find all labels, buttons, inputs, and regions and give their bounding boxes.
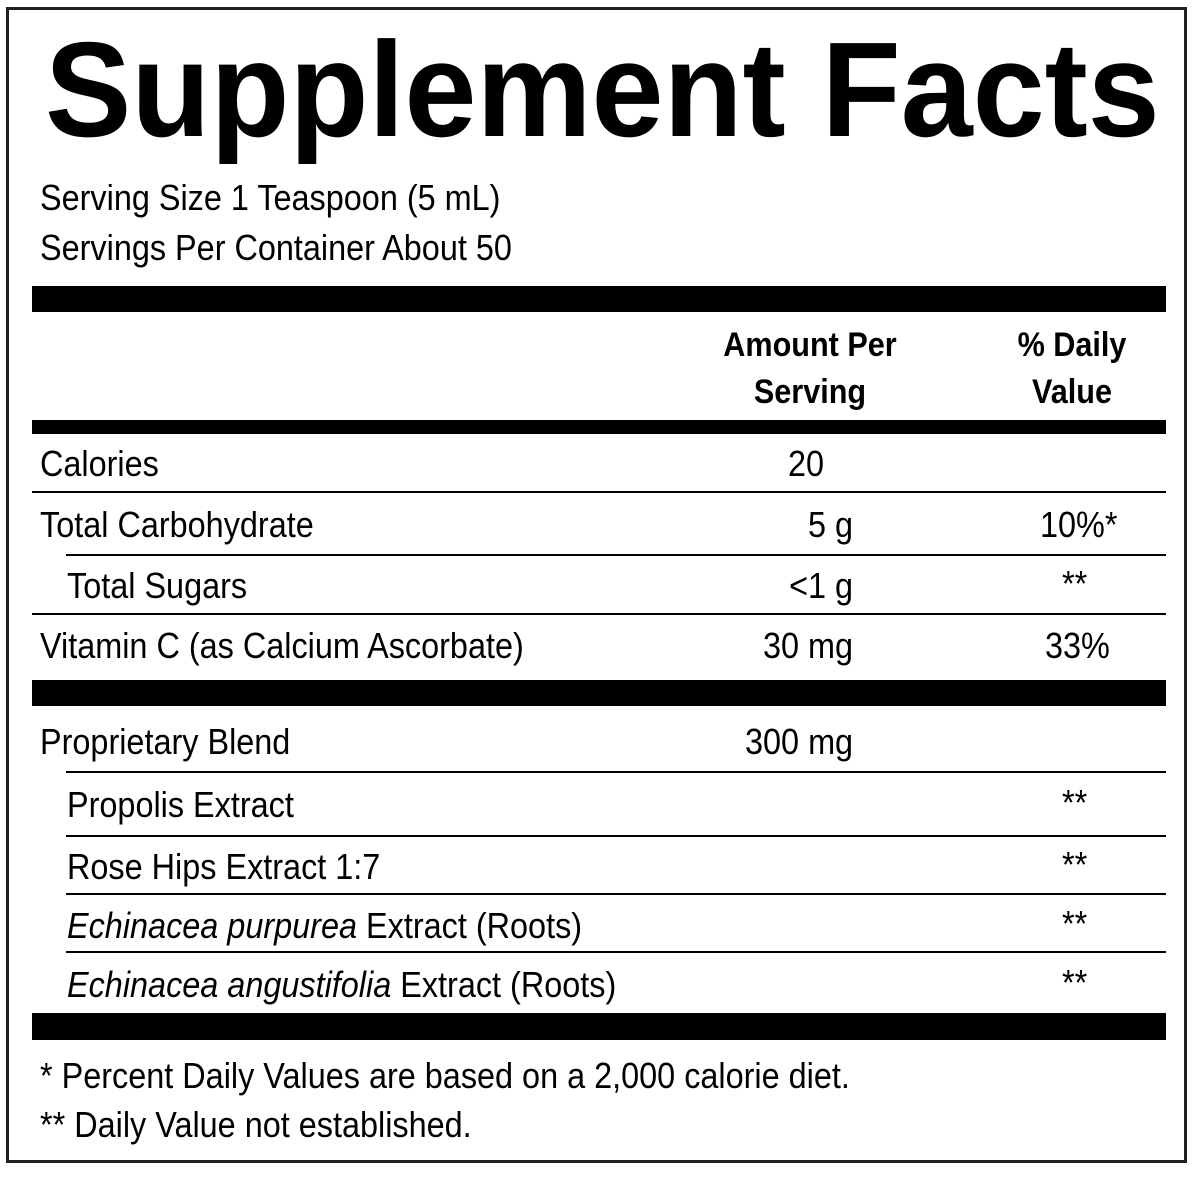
nutrient-name: Vitamin C (as Calcium Ascorbate) xyxy=(40,625,524,666)
amount-header-line2: Serving xyxy=(753,373,867,411)
row-divider xyxy=(32,491,1166,493)
nutrient-dv: ** xyxy=(1062,563,1088,604)
row-divider xyxy=(66,835,1166,837)
footnote-dv: * Percent Daily Values are based on a 2,… xyxy=(40,1055,850,1096)
footnote-not-established: ** Daily Value not established. xyxy=(40,1104,472,1145)
ingredient-name: Rose Hips Extract 1:7 xyxy=(67,846,381,887)
amount-header-line1: Amount Per xyxy=(723,326,897,364)
row-divider xyxy=(66,951,1166,953)
dv-header-line1: % Daily xyxy=(1017,326,1127,364)
nutrient-name: Total Carbohydrate xyxy=(40,504,314,545)
ingredient-dv: ** xyxy=(1062,782,1088,823)
nutrient-amount: 20 xyxy=(787,443,824,484)
row-divider xyxy=(32,613,1166,615)
label-border xyxy=(6,7,1187,1163)
servings-per-container: Servings Per Container About 50 xyxy=(40,227,512,268)
nutrient-name: Total Sugars xyxy=(67,565,248,606)
thick-divider xyxy=(32,286,1166,312)
thick-divider xyxy=(32,1013,1166,1040)
nutrient-dv: 10%* xyxy=(1040,504,1118,545)
nutrient-amount: 5 g xyxy=(807,504,853,545)
nutrient-amount: 30 mg xyxy=(762,625,853,666)
blend-name: Proprietary Blend xyxy=(40,721,291,762)
ingredient-name: Propolis Extract xyxy=(67,784,294,825)
row-divider xyxy=(66,893,1166,895)
ingredient-dv: ** xyxy=(1062,844,1088,885)
serving-size: Serving Size 1 Teaspoon (5 mL) xyxy=(40,177,501,218)
dv-header-line2: Value xyxy=(1032,373,1112,411)
row-divider xyxy=(66,554,1166,556)
nutrient-dv: 33% xyxy=(1045,625,1110,666)
ingredient-dv: ** xyxy=(1062,903,1088,944)
row-divider xyxy=(66,771,1166,773)
nutrient-amount: <1 g xyxy=(789,565,853,606)
ingredient-name: Echinacea angustifolia Extract (Roots) xyxy=(67,964,617,1005)
thick-divider xyxy=(32,680,1166,706)
blend-amount: 300 mg xyxy=(744,721,853,762)
nutrient-name: Calories xyxy=(40,443,159,484)
ingredient-dv: ** xyxy=(1062,962,1088,1003)
label-title: Supplement Facts xyxy=(45,14,1160,165)
ingredient-name: Echinacea purpurea Extract (Roots) xyxy=(67,905,583,946)
medium-divider xyxy=(32,420,1166,434)
